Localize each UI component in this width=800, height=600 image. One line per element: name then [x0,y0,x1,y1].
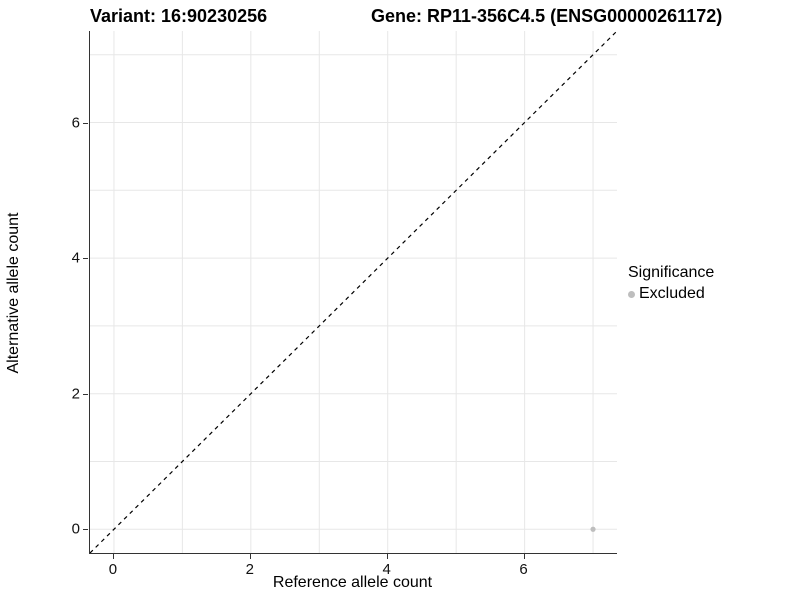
y-tick-mark [83,122,88,124]
identity-dashed-line [90,31,617,553]
legend-entry-label: Excluded [639,285,705,302]
y-tick-label: 2 [71,385,80,403]
variant-title: Variant: 16:90230256 [90,6,268,26]
x-axis-title: Reference allele count [272,574,433,591]
y-tick-mark [83,529,88,531]
x-tick-label: 4 [382,561,391,578]
x-tick-mark [112,554,114,559]
y-tick-label: 6 [71,114,80,132]
legend: Significance Excluded [628,264,714,303]
gene-title: Gene: RP11-356C4.5 (ENSG00000261172) [371,6,723,26]
x-tick-label: 2 [245,561,254,578]
plot-canvas [90,31,617,553]
x-tick-label: 6 [519,561,528,578]
x-tick-mark [249,554,251,559]
plot-panel [89,31,617,554]
y-axis-title: Alternative allele count [5,212,22,374]
x-tick-mark [386,554,388,559]
x-tick-label: 0 [108,561,118,578]
legend-title: Significance [628,264,715,281]
y-tick-label: 0 [71,520,80,538]
y-tick-label: 4 [71,249,80,267]
x-tick-mark [523,554,525,559]
legend-entry-excluded: Excluded [628,285,714,303]
y-tick-mark [83,393,88,395]
data-point [590,526,596,532]
y-tick-mark [83,258,88,260]
legend-key-dot-icon [628,290,635,298]
